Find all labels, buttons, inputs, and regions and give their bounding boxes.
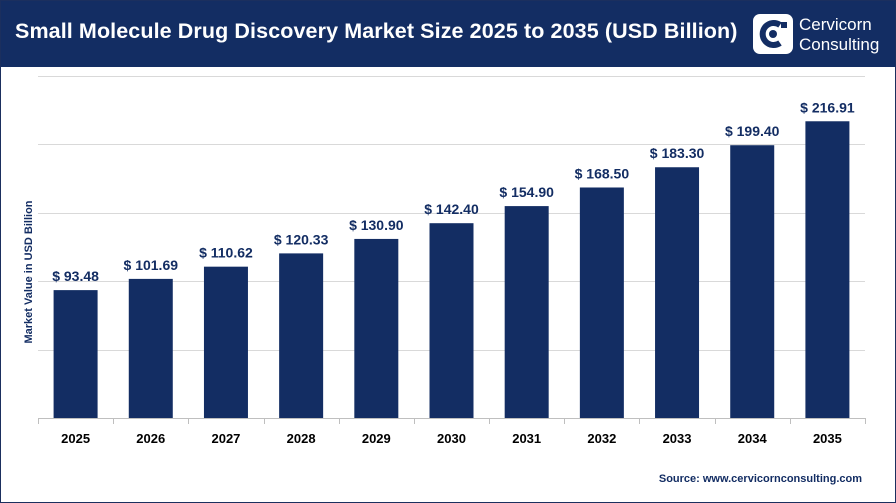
x-tick-label: 2026 [136,431,165,446]
x-tick-label: 2029 [362,431,391,446]
logo-text-line1: Cervicorn [799,15,872,34]
x-tick-label: 2033 [663,431,692,446]
bar [354,238,399,418]
data-label: $ 101.69 [124,257,179,273]
x-tick-label: 2030 [437,431,466,446]
x-tick-label: 2031 [512,431,541,446]
data-label: $ 216.91 [800,99,855,115]
bar [504,206,549,418]
x-tick-label: 2035 [813,431,842,446]
x-tick-label: 2028 [287,431,316,446]
data-label: $ 93.48 [52,268,99,284]
data-label: $ 154.90 [499,184,554,200]
bar [805,121,850,418]
data-label: $ 130.90 [349,217,404,233]
chart-title: Small Molecule Drug Discovery Market Siz… [15,19,738,43]
bar [429,223,474,418]
bar [128,278,173,418]
bar [655,167,700,418]
data-label: $ 183.30 [650,145,705,161]
bar [203,266,248,418]
x-tick-label: 2027 [211,431,240,446]
bar [279,253,324,418]
data-label: $ 142.40 [424,201,479,217]
bar [579,187,624,418]
x-tick-label: 2034 [738,431,768,446]
x-tick-label: 2032 [587,431,616,446]
header-bar: Small Molecule Drug Discovery Market Siz… [1,1,895,67]
data-label: $ 168.50 [575,165,630,181]
data-label: $ 110.62 [199,245,253,261]
bar [730,145,775,418]
source-note: Source: www.cervicornconsulting.com [658,473,862,485]
x-tick-label: 2025 [61,431,90,446]
logo-text-line2: Consulting [799,35,880,54]
logo-mark-icon [753,14,793,54]
bar [53,290,98,418]
company-logo: Cervicorn Consulting [753,10,885,58]
data-label: $ 199.40 [725,123,780,139]
data-label: $ 120.33 [274,231,329,247]
